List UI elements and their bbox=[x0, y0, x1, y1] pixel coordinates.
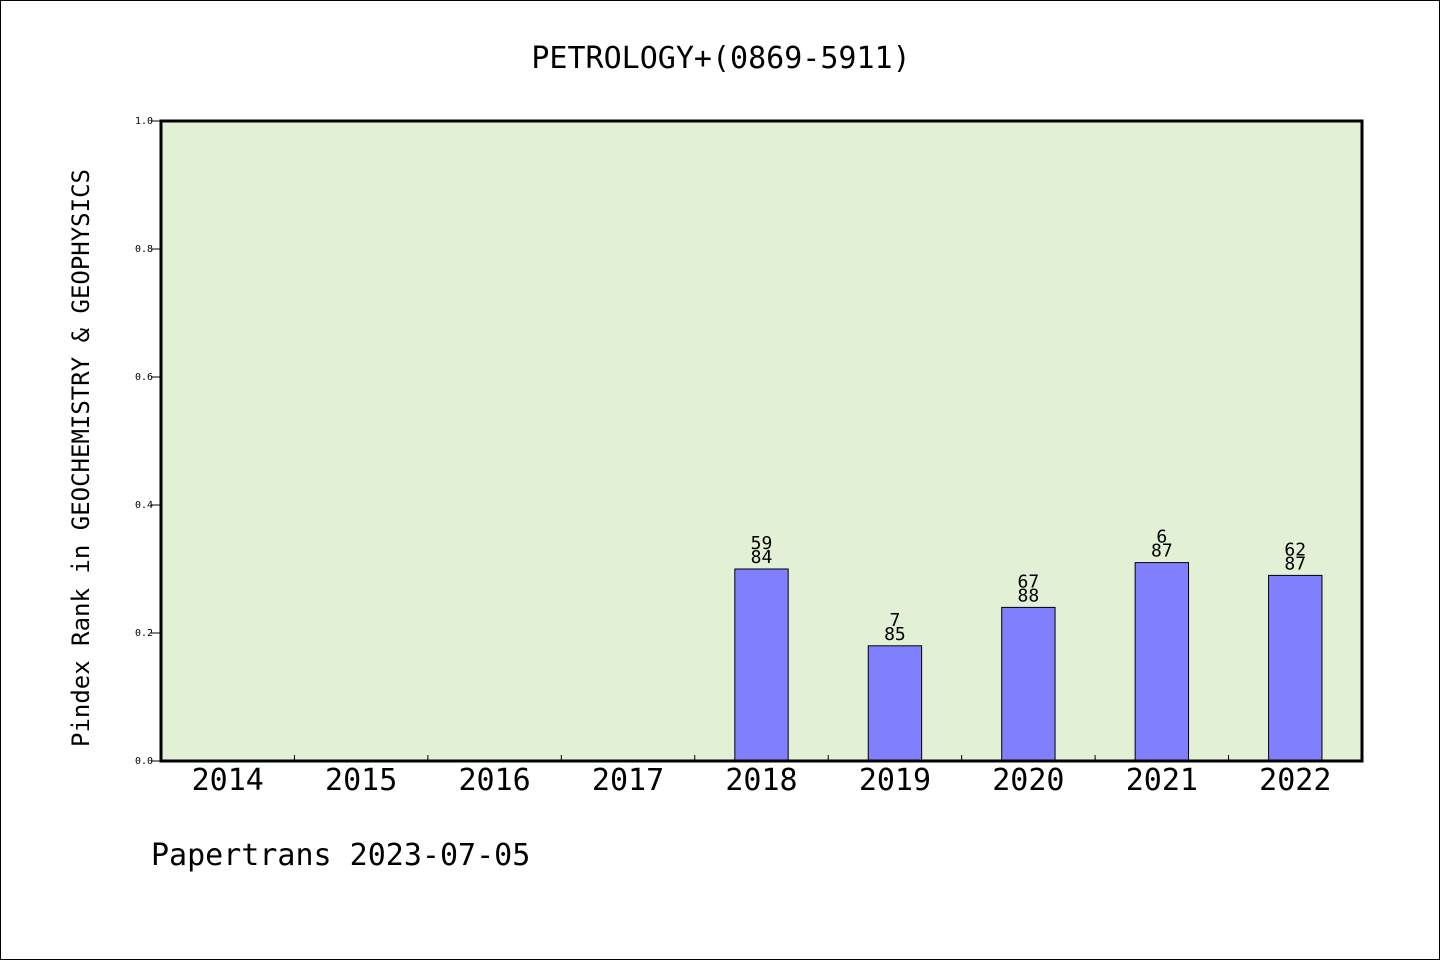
bars-layer bbox=[734, 562, 1323, 762]
x-tick-label-2022: 2022 bbox=[1259, 763, 1331, 798]
bar-2019 bbox=[867, 645, 923, 762]
x-axis-ticks: 2014 2015 2016 2017 2018 2019 2020 2021 2022 bbox=[192, 755, 1331, 798]
bar-label-rank-2020: 67 bbox=[1018, 571, 1040, 592]
bar-label-total-2022: 87 bbox=[1284, 553, 1306, 574]
bar-label-rank-2021: 6 bbox=[1156, 527, 1167, 548]
y-tick-label-0.4: 0.4 bbox=[135, 500, 153, 511]
x-tick-label-2019: 2019 bbox=[859, 763, 931, 798]
chart-title: PETROLOGY+(0869-5911) bbox=[531, 41, 910, 76]
y-tick-label-0.8: 0.8 bbox=[135, 244, 153, 255]
bar-label-rank-2018: 59 bbox=[751, 533, 773, 554]
y-axis-ticks: 0.0 0.2 0.4 0.6 0.8 1.0 bbox=[135, 116, 161, 767]
bar-2021 bbox=[1134, 562, 1190, 762]
x-tick-label-2017: 2017 bbox=[592, 763, 664, 798]
y-axis-label: Pindex Rank in GEOCHEMISTRY & GEOPHYSICS bbox=[67, 169, 95, 747]
bar-label-total-2019: 85 bbox=[884, 624, 906, 645]
bar-label-total-2020: 88 bbox=[1018, 585, 1040, 606]
bar-label-total-2018: 84 bbox=[751, 547, 773, 568]
x-tick-label-2015: 2015 bbox=[325, 763, 397, 798]
bar-label-rank-2022: 62 bbox=[1284, 539, 1306, 560]
footer-date-stamp: Papertrans 2023-07-05 bbox=[151, 838, 530, 873]
x-tick-label-2016: 2016 bbox=[458, 763, 530, 798]
bar-label-total-2021: 87 bbox=[1151, 541, 1173, 562]
y-tick-label-0.6: 0.6 bbox=[135, 372, 153, 383]
bar-2018 bbox=[734, 568, 789, 762]
x-tick-label-2018: 2018 bbox=[725, 763, 797, 798]
y-tick-label-0.0: 0.0 bbox=[135, 756, 153, 767]
y-tick-label-0.2: 0.2 bbox=[135, 628, 153, 639]
x-tick-label-2020: 2020 bbox=[992, 763, 1064, 798]
bar-2022 bbox=[1268, 574, 1323, 762]
bar-label-rank-2019: 7 bbox=[890, 610, 901, 631]
x-tick-label-2021: 2021 bbox=[1126, 763, 1198, 798]
plot-border bbox=[159, 119, 1364, 763]
bar-2020 bbox=[1001, 606, 1056, 762]
y-tick-label-1.0: 1.0 bbox=[135, 116, 153, 127]
x-tick-label-2014: 2014 bbox=[192, 763, 264, 798]
